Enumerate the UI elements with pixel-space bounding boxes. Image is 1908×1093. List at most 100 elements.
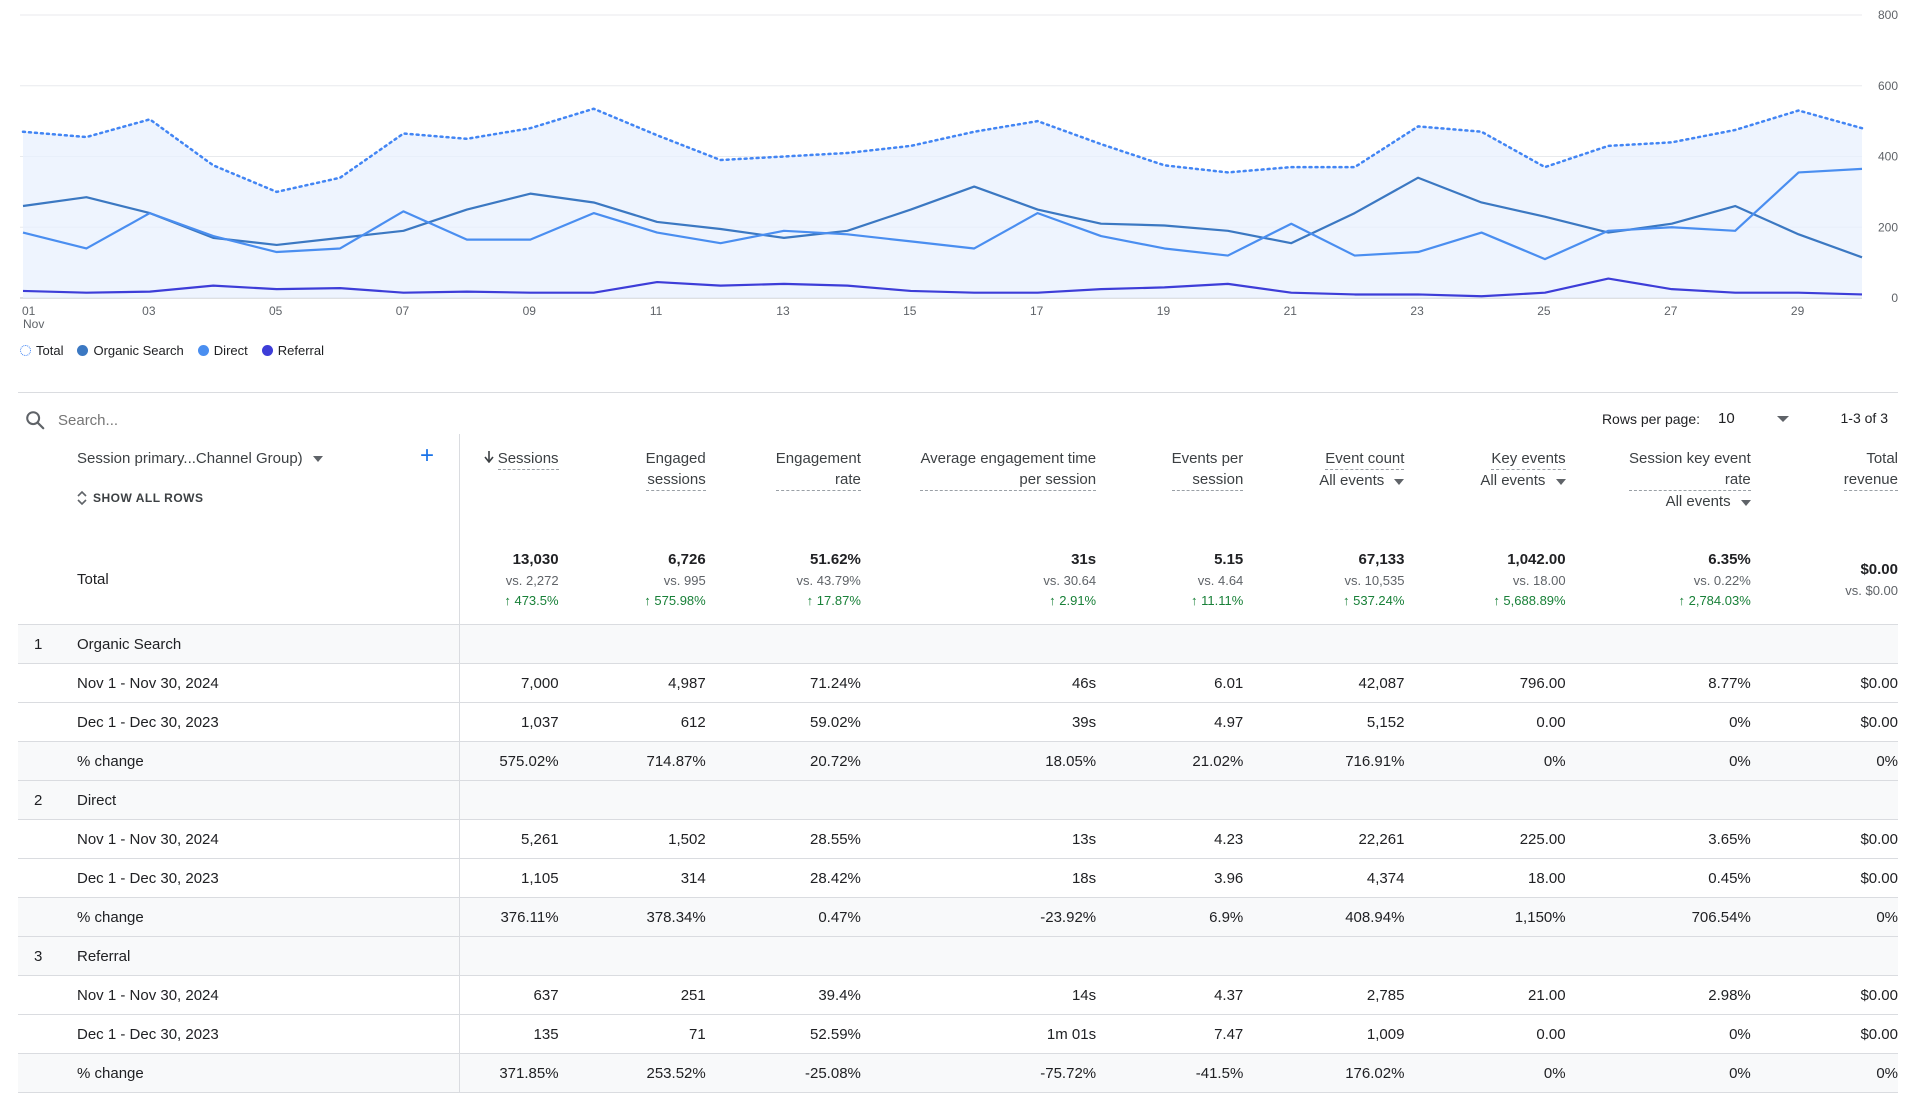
table-cell: 7,000 (459, 663, 559, 703)
event-filter-label: All events (1665, 493, 1731, 510)
add-dimension-button[interactable]: + (420, 442, 435, 469)
rows-per-page-select[interactable]: 10 (1718, 410, 1768, 427)
column-header[interactable]: Key events All events (1404, 434, 1566, 534)
column-header[interactable]: Event count All events (1243, 434, 1405, 534)
group-row[interactable]: 2 Direct (18, 780, 1898, 820)
column-header-line2: session (1192, 471, 1244, 488)
row-label: % change (18, 897, 460, 937)
legend-swatch (77, 345, 89, 356)
event-filter-select[interactable]: All events (1243, 472, 1405, 489)
legend-item[interactable]: Direct (197, 343, 248, 358)
row-label: Dec 1 - Dec 30, 2023 (18, 858, 460, 898)
column-header[interactable]: Engagement rate (706, 434, 861, 534)
y-tick-label: 200 (1878, 220, 1898, 234)
total-comparison: vs. 30.64 (1043, 572, 1097, 588)
column-header[interactable]: Engaged sessions (559, 434, 706, 534)
total-cell: 6,726 vs. 995 ↑ 575.98% (558, 534, 706, 625)
series-line-total (21, 107, 1864, 194)
legend-item[interactable]: Referral (261, 343, 324, 358)
search-icon[interactable] (24, 409, 46, 431)
column-header-label: Sessions (497, 434, 559, 470)
group-label-cell: 2 Direct (18, 780, 460, 820)
table-cell: 1,150% (1404, 897, 1566, 937)
table-cell: 1,037 (459, 702, 559, 742)
legend-item[interactable]: Total (20, 343, 63, 358)
table-row: % change 376.11% 378.34% 0.47% -23.92% 6.9% 40… (18, 897, 1898, 937)
search-input[interactable] (56, 410, 660, 430)
group-name: Referral (77, 947, 131, 965)
x-tick-label: 03 (142, 304, 156, 318)
expand-icon (77, 490, 87, 506)
table-cell: 0% (1404, 741, 1566, 781)
table-cell: 378.34% (558, 897, 706, 937)
legend-item[interactable]: Organic Search (77, 343, 184, 358)
column-header[interactable]: Events per session (1096, 434, 1244, 534)
group-row[interactable]: 1 Organic Search (18, 624, 1898, 664)
show-all-rows-button[interactable]: SHOW ALL ROWS (77, 490, 204, 506)
total-comparison: vs. 2,272 (505, 572, 559, 588)
table-cell: 42,087 (1243, 663, 1405, 703)
total-change: ↑ 17.87% (806, 592, 861, 608)
row-index: 3 (34, 947, 43, 965)
table-row: Dec 1 - Dec 30, 2023 1,105 314 28.42% 18s 3.9… (18, 858, 1898, 898)
table-cell: 612 (558, 702, 706, 742)
group-label-cell: 3 Referral (18, 936, 460, 976)
chevron-down-icon[interactable] (1776, 415, 1790, 423)
table-cell: 716.91% (1243, 741, 1405, 781)
column-header[interactable]: Total revenue (1751, 434, 1898, 534)
column-header-line2: revenue (1843, 471, 1898, 488)
group-row[interactable]: 3 Referral (18, 936, 1898, 976)
x-tick-label: 21 (1284, 304, 1298, 318)
chevron-down-icon (312, 455, 323, 462)
dimension-header: Session primary...Channel Group) + SHOW … (18, 434, 460, 534)
column-header-label: Key events (1491, 434, 1566, 470)
total-value: 67,133 (1358, 550, 1405, 568)
x-tick-label: 17 (1030, 304, 1044, 318)
pagination-range: 1-3 of 3 (1840, 410, 1888, 426)
table-cell: 5,261 (459, 819, 559, 859)
sort-arrow-icon (484, 450, 494, 467)
column-header-line1: Event count (1325, 450, 1405, 467)
line-chart: 0 200 400 600 800 01 03 05 07 09 11 13 15 17 19 21 23 25 2… (20, 8, 1898, 330)
total-value: 13,030 (512, 550, 559, 568)
column-header-label: Engagement rate (775, 434, 861, 491)
y-tick-label: 800 (1878, 8, 1898, 22)
x-tick-label: 09 (523, 304, 537, 318)
table-cell: 3.65% (1565, 819, 1751, 859)
table-cell: 71.24% (705, 663, 861, 703)
column-header[interactable]: Average engagement time per session (861, 434, 1097, 534)
table-cell: 408.94% (1243, 897, 1405, 937)
table-cell: 18s (860, 858, 1097, 898)
table-cell: $0.00 (1750, 1014, 1898, 1054)
table-cell: 0% (1750, 741, 1898, 781)
table-cell: 4,374 (1243, 858, 1405, 898)
total-comparison: vs. 0.22% (1693, 572, 1751, 588)
total-comparison: vs. 43.79% (796, 572, 861, 588)
event-filter-select[interactable]: All events (1566, 493, 1751, 510)
search-bar: Rows per page: 10 1-3 of 3 (18, 400, 1898, 440)
column-header[interactable]: Sessions (459, 434, 559, 534)
table-cell: 0.47% (705, 897, 861, 937)
table-row: % change 371.85% 253.52% -25.08% -75.72% -41.… (18, 1053, 1898, 1093)
column-header[interactable]: Session key event rate All events (1566, 434, 1751, 534)
legend-label: Referral (277, 343, 324, 358)
table-cell: 52.59% (705, 1014, 861, 1054)
event-filter-select[interactable]: All events (1404, 472, 1566, 489)
total-value: 1,042.00 (1507, 550, 1566, 568)
x-tick-label: 15 (903, 304, 917, 318)
table-cell: 253.52% (558, 1053, 706, 1093)
total-comparison: vs. 18.00 (1512, 572, 1566, 588)
x-tick-label: 05 (269, 304, 283, 318)
total-cell: 67,133 vs. 10,535 ↑ 537.24% (1243, 534, 1405, 625)
chevron-down-icon (1394, 479, 1405, 485)
column-header-line2: rate (835, 471, 861, 488)
row-label: % change (18, 741, 460, 781)
table-cell: 0% (1750, 897, 1898, 937)
group-name: Organic Search (77, 635, 182, 653)
row-label: % change (18, 1053, 460, 1093)
table-cell: $0.00 (1750, 975, 1898, 1015)
x-sublabel: Nov (23, 317, 44, 330)
table-cell: 1,502 (558, 819, 706, 859)
table-row: Nov 1 - Nov 30, 2024 7,000 4,987 71.24% 46s 6… (18, 663, 1898, 703)
dimension-selector[interactable]: Session primary...Channel Group) (77, 450, 323, 467)
